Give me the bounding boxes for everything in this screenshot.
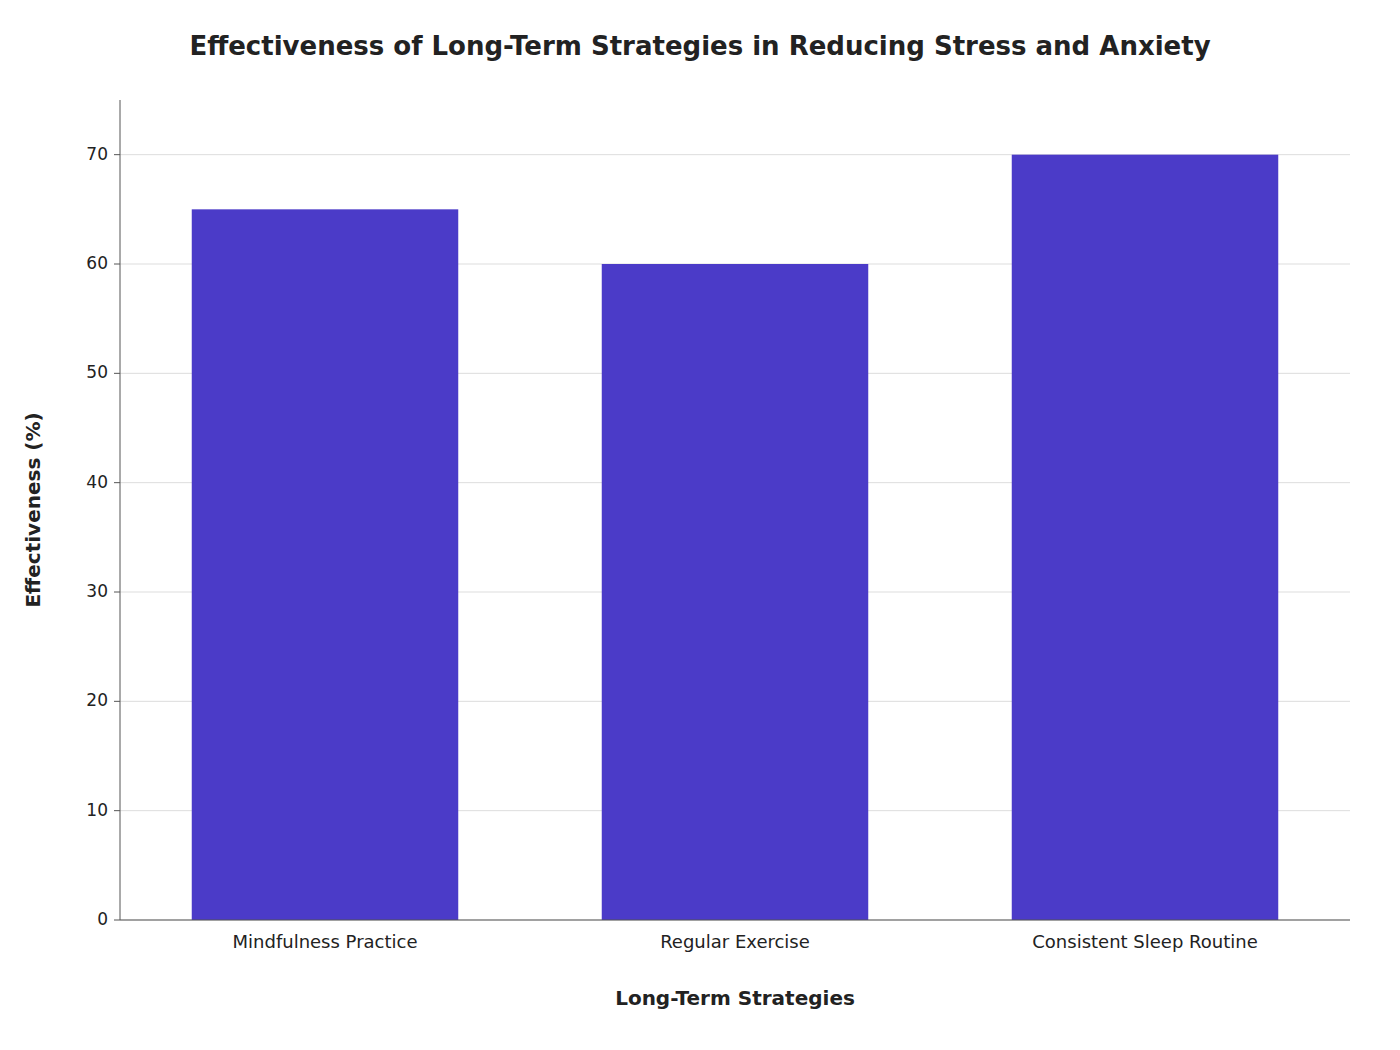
- y-tick-label: 20: [86, 690, 108, 710]
- bars: [192, 155, 1279, 920]
- y-tick: [114, 920, 120, 921]
- y-tick: [114, 264, 120, 265]
- bar: [1012, 155, 1279, 920]
- y-tick-label: 10: [86, 800, 108, 820]
- y-tick-label: 40: [86, 472, 108, 492]
- y-tick: [114, 482, 120, 483]
- y-tick-label: 30: [86, 581, 108, 601]
- y-tick-label: 70: [86, 144, 108, 164]
- y-tick-label: 0: [97, 909, 108, 929]
- y-tick: [114, 701, 120, 702]
- y-tick: [114, 154, 120, 155]
- x-tick-label: Regular Exercise: [660, 931, 810, 952]
- title: Effectiveness of Long-Term Strategies in…: [189, 31, 1210, 61]
- chart-svg: 0 10 20 30 40 50 60 70 Mindfulness Practice Regul…: [0, 0, 1400, 1050]
- grid-line: [120, 920, 1350, 921]
- bar: [192, 209, 459, 920]
- y-axis-label: Effectiveness (%): [21, 412, 45, 607]
- grid: [120, 155, 1350, 920]
- y-axis-line: [120, 100, 121, 920]
- y-tick: [114, 810, 120, 811]
- x-axis-line: [120, 920, 1350, 921]
- y-tick: [114, 373, 120, 374]
- x-axis-label: Long-Term Strategies: [615, 986, 855, 1010]
- y-tick-label: 50: [86, 362, 108, 382]
- x-tick-label: Consistent Sleep Routine: [1032, 931, 1257, 952]
- bar: [602, 264, 869, 920]
- x-tick-label: Mindfulness Practice: [233, 931, 418, 952]
- y-tick-label: 60: [86, 253, 108, 273]
- chart-container: 0 10 20 30 40 50 60 70 Mindfulness Practice Regul…: [0, 0, 1400, 1050]
- y-tick: [114, 592, 120, 593]
